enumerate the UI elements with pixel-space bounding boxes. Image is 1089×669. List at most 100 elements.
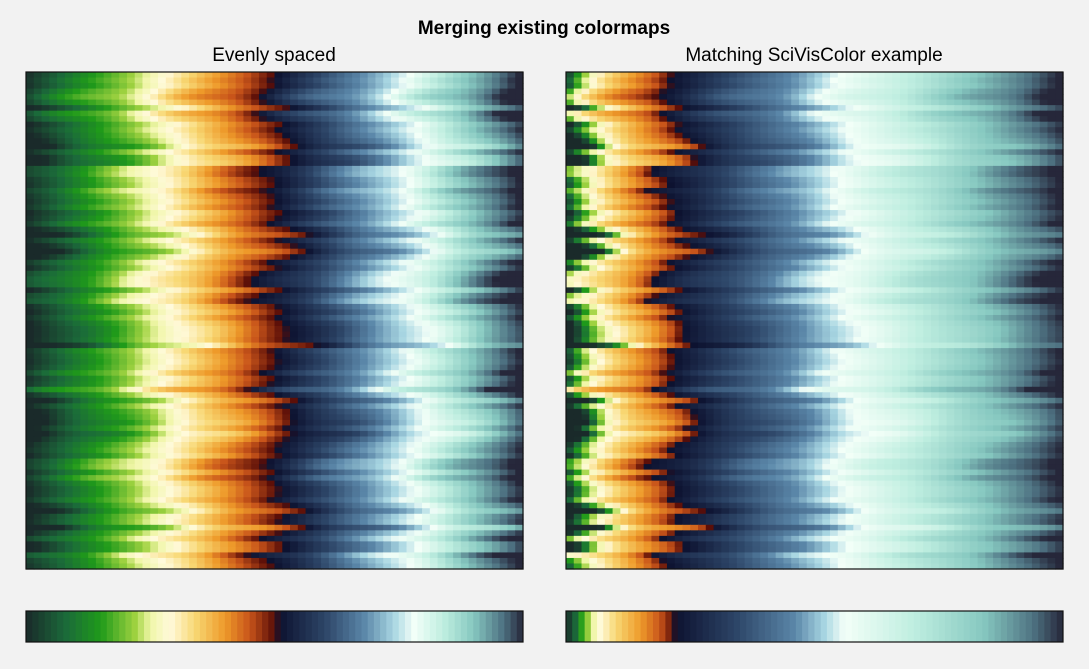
heatmap-cell bbox=[119, 331, 128, 338]
heatmap-cell bbox=[80, 381, 89, 388]
heatmap-cell bbox=[406, 149, 415, 156]
heatmap-cell bbox=[290, 88, 299, 95]
heatmap-cell bbox=[220, 397, 229, 404]
heatmap-cell bbox=[111, 254, 120, 261]
heatmap-cell bbox=[33, 375, 43, 382]
heatmap-cell bbox=[390, 149, 400, 156]
heatmap-cell bbox=[243, 176, 252, 184]
heatmap-cell bbox=[274, 281, 283, 288]
heatmap-cell bbox=[305, 359, 314, 366]
heatmap-cell bbox=[468, 497, 478, 504]
heatmap-cell bbox=[313, 320, 322, 327]
heatmap-cell bbox=[72, 475, 81, 482]
heatmap-cell bbox=[134, 94, 144, 101]
heatmap-cell bbox=[204, 110, 213, 117]
heatmap-cell bbox=[282, 149, 291, 156]
heatmap-cell bbox=[134, 430, 144, 438]
heatmap-cell bbox=[235, 149, 245, 156]
heatmap-cell bbox=[95, 425, 105, 432]
heatmap-cell bbox=[313, 88, 322, 95]
heatmap-cell bbox=[235, 215, 245, 222]
heatmap-cell bbox=[445, 193, 454, 200]
heatmap-cell bbox=[383, 491, 392, 498]
heatmap-cell bbox=[491, 337, 501, 344]
heatmap-cell bbox=[57, 436, 66, 443]
heatmap-cell bbox=[507, 287, 516, 294]
heatmap-cell bbox=[158, 254, 167, 261]
heatmap-cell bbox=[445, 342, 454, 349]
heatmap-cell bbox=[367, 204, 377, 211]
heatmap-cell bbox=[126, 419, 136, 427]
heatmap-cell bbox=[173, 270, 182, 277]
heatmap-cell bbox=[243, 359, 252, 366]
heatmap-cell bbox=[150, 353, 159, 360]
heatmap-cell bbox=[26, 397, 35, 404]
heatmap-cell bbox=[390, 226, 400, 233]
heatmap-cell bbox=[266, 138, 276, 145]
heatmap-cell bbox=[491, 458, 501, 465]
heatmap-cell bbox=[484, 154, 493, 161]
heatmap-cell bbox=[297, 160, 307, 167]
heatmap-cell bbox=[336, 121, 345, 128]
heatmap-cell bbox=[344, 359, 353, 366]
heatmap-cell bbox=[359, 392, 369, 399]
heatmap-cell bbox=[437, 243, 446, 250]
heatmap-cell bbox=[26, 171, 35, 178]
heatmap-cell bbox=[460, 408, 470, 415]
heatmap-cell bbox=[414, 491, 423, 498]
heatmap-cell bbox=[445, 182, 454, 189]
heatmap-cell bbox=[158, 480, 167, 487]
heatmap-cell bbox=[321, 248, 330, 255]
heatmap-cell bbox=[499, 243, 509, 250]
heatmap-cell bbox=[453, 154, 462, 161]
heatmap-cell bbox=[227, 497, 237, 504]
heatmap-cell bbox=[274, 72, 283, 79]
heatmap-cell bbox=[282, 491, 291, 498]
heatmap-cell bbox=[165, 182, 175, 189]
heatmap-cell bbox=[181, 193, 190, 200]
heatmap-cell bbox=[398, 248, 408, 255]
heatmap-cell bbox=[220, 480, 229, 487]
heatmap-cell bbox=[196, 99, 206, 106]
heatmap-cell bbox=[251, 270, 260, 277]
heatmap-cell bbox=[445, 386, 454, 393]
heatmap-cell bbox=[290, 270, 299, 277]
heatmap-cell bbox=[344, 72, 353, 79]
heatmap-cell bbox=[367, 105, 377, 112]
heatmap-cell bbox=[189, 453, 198, 460]
heatmap-cell bbox=[468, 486, 478, 493]
heatmap-cell bbox=[290, 154, 299, 161]
heatmap-cell bbox=[515, 143, 524, 150]
heatmap-cell bbox=[290, 353, 299, 360]
heatmap-cell bbox=[212, 287, 221, 294]
heatmap-cell bbox=[468, 425, 478, 432]
heatmap-cell bbox=[282, 254, 291, 261]
heatmap-cell bbox=[165, 320, 175, 327]
heatmap-cell bbox=[158, 447, 167, 454]
heatmap-cell bbox=[72, 436, 81, 443]
heatmap-cell bbox=[499, 110, 509, 117]
heatmap-cell bbox=[88, 337, 97, 344]
heatmap-cell bbox=[344, 199, 353, 206]
heatmap-cell bbox=[220, 292, 229, 300]
heatmap-cell bbox=[165, 193, 175, 200]
heatmap-cell bbox=[134, 83, 144, 90]
heatmap-cell bbox=[499, 397, 509, 404]
heatmap-cell bbox=[227, 475, 237, 482]
heatmap-cell bbox=[173, 116, 182, 123]
heatmap-cell bbox=[484, 303, 493, 311]
heatmap-cell bbox=[266, 215, 276, 222]
heatmap-cell bbox=[406, 303, 415, 311]
heatmap-cell bbox=[64, 232, 74, 239]
heatmap-cell bbox=[406, 458, 415, 465]
heatmap-cell bbox=[437, 94, 446, 101]
heatmap-cell bbox=[390, 270, 400, 277]
heatmap-cell bbox=[453, 430, 462, 438]
heatmap-cell bbox=[266, 464, 276, 471]
heatmap-cell bbox=[150, 127, 159, 134]
heatmap-cell bbox=[484, 199, 493, 206]
heatmap-cell bbox=[367, 132, 377, 139]
heatmap-cell bbox=[460, 83, 470, 90]
heatmap-cell bbox=[476, 182, 485, 189]
heatmap-cell bbox=[515, 292, 524, 300]
